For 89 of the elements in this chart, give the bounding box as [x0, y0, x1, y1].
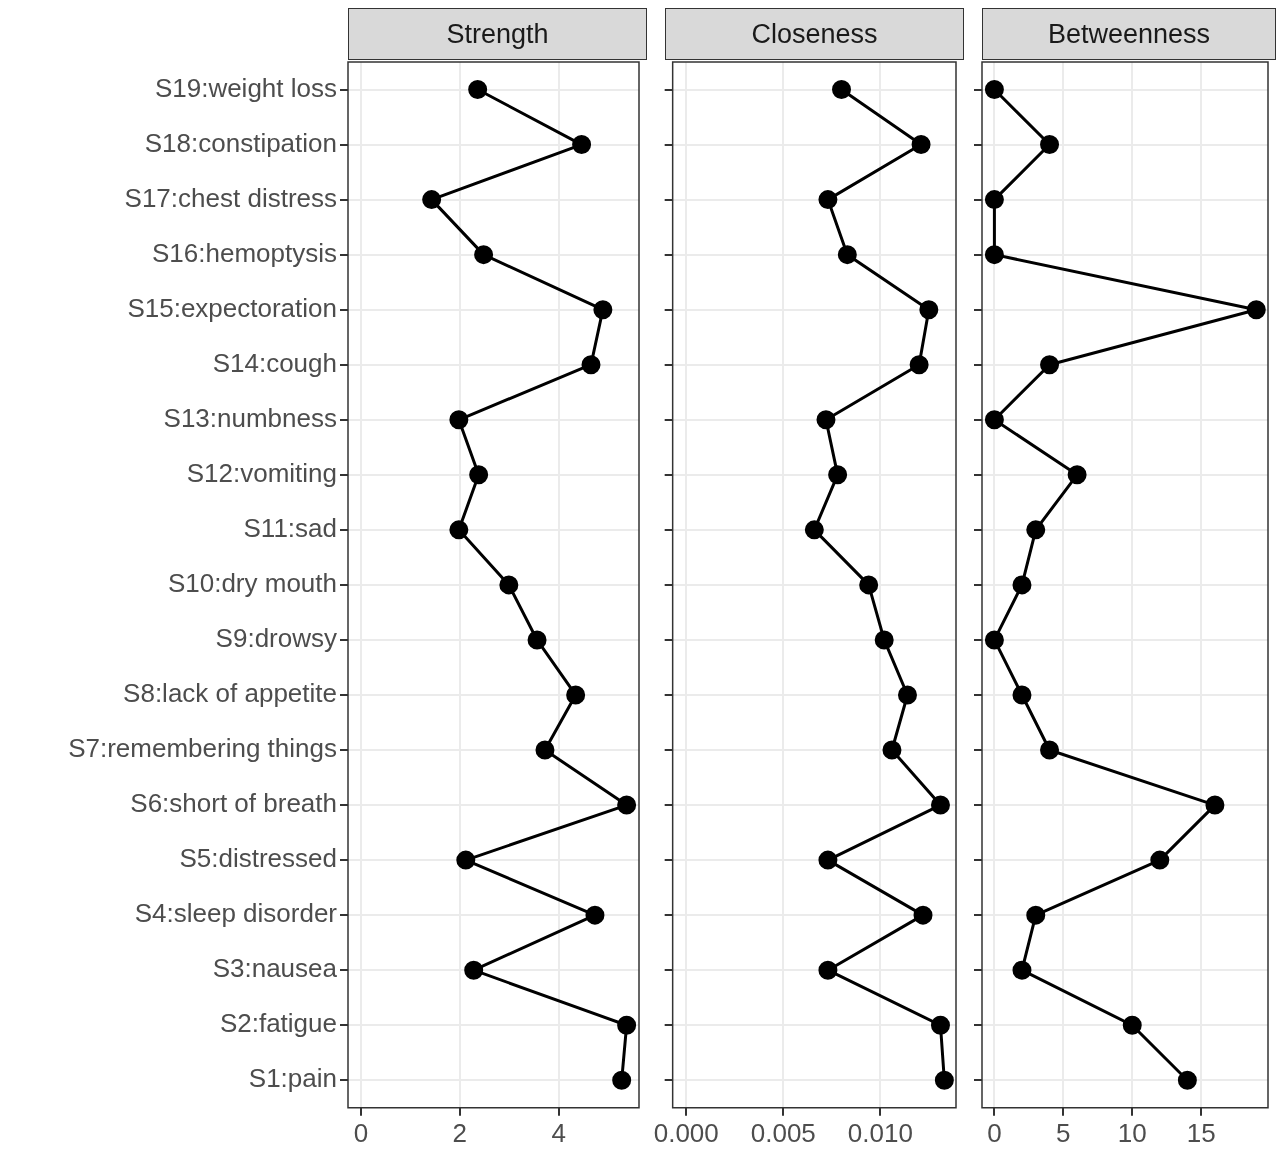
point	[984, 190, 1004, 210]
point	[984, 80, 1004, 100]
point	[456, 850, 476, 870]
point	[1040, 740, 1060, 760]
x-tick-label: 0.000	[653, 1117, 719, 1148]
point	[913, 905, 933, 925]
point	[828, 465, 848, 485]
point	[859, 575, 879, 595]
y-tick-label: S12:vomiting	[186, 457, 337, 488]
point	[818, 850, 838, 870]
point	[449, 410, 469, 430]
y-tick-label: S17:chest distress	[124, 182, 337, 213]
point	[804, 520, 824, 540]
x-tick-label: 2	[452, 1117, 468, 1148]
point	[897, 685, 917, 705]
x-tick-label: 5	[1056, 1117, 1071, 1148]
point	[527, 630, 547, 650]
point	[585, 905, 605, 925]
point	[1040, 135, 1060, 155]
y-tick-label: S8:lack of appetite	[123, 678, 337, 709]
point	[1067, 465, 1087, 485]
point	[422, 190, 442, 210]
point	[1122, 1015, 1142, 1035]
y-tick-label: S13:numbness	[163, 402, 337, 433]
point	[1246, 300, 1266, 320]
y-tick-label: S2:fatigue	[219, 1008, 337, 1039]
point	[818, 190, 838, 210]
x-tick-label: 0	[353, 1117, 369, 1148]
chart-title: Betweenness	[982, 8, 1276, 60]
point	[593, 300, 613, 320]
y-tick-label: S4:sleep disorder	[134, 898, 338, 929]
point	[1026, 905, 1046, 925]
y-tick-label: S10:dry mouth	[167, 568, 337, 599]
x-tick-label: 0.005	[750, 1117, 816, 1148]
x-tick-label: 0	[987, 1117, 1002, 1148]
y-tick-label: S7:remembering things	[68, 733, 337, 764]
point	[874, 630, 894, 650]
y-tick-label: S6:short of breath	[130, 788, 337, 819]
point	[837, 245, 857, 265]
point	[909, 355, 929, 375]
point	[464, 960, 484, 980]
y-tick-label: S3:nausea	[212, 953, 338, 984]
point	[474, 245, 494, 265]
point	[449, 520, 469, 540]
point	[1012, 575, 1032, 595]
x-tick-label: 4	[551, 1117, 567, 1148]
point	[499, 575, 519, 595]
point	[984, 410, 1004, 430]
point	[1150, 850, 1170, 870]
y-tick-label: S9:drowsy	[215, 623, 337, 654]
point	[930, 795, 950, 815]
chart-title: Strength	[348, 8, 647, 60]
point	[984, 245, 1004, 265]
y-tick-label: S1:pain	[248, 1063, 337, 1094]
point	[816, 410, 836, 430]
y-tick-label: S16:hemoptysis	[152, 237, 337, 268]
point	[617, 795, 637, 815]
point	[468, 80, 488, 100]
point	[572, 135, 592, 155]
point	[469, 465, 489, 485]
y-tick-label: S18:constipation	[144, 127, 337, 158]
y-tick-label: S15:expectoration	[127, 292, 337, 323]
point	[1205, 795, 1225, 815]
point	[1040, 355, 1060, 375]
point	[612, 1070, 632, 1090]
point	[832, 80, 851, 100]
point	[1026, 520, 1046, 540]
point	[930, 1015, 950, 1035]
y-tick-label: S11:sad	[243, 513, 337, 544]
x-tick-label: 0.010	[847, 1117, 913, 1148]
y-tick-label: S14:cough	[212, 347, 337, 378]
point	[1012, 960, 1032, 980]
point	[535, 740, 555, 760]
point	[1012, 685, 1032, 705]
point	[919, 300, 939, 320]
x-tick-label: 10	[1117, 1117, 1147, 1148]
point	[818, 960, 838, 980]
chart-title: Closeness	[665, 8, 964, 60]
point	[617, 1015, 637, 1035]
point	[911, 135, 931, 155]
y-tick-label: S5:distressed	[179, 843, 337, 874]
point	[984, 630, 1004, 650]
x-tick-label: 15	[1186, 1117, 1216, 1148]
y-tick-label: S19:weight loss	[154, 72, 337, 103]
point	[1177, 1070, 1197, 1090]
point	[934, 1070, 954, 1090]
point	[566, 685, 586, 705]
point	[581, 355, 601, 375]
point	[882, 740, 902, 760]
